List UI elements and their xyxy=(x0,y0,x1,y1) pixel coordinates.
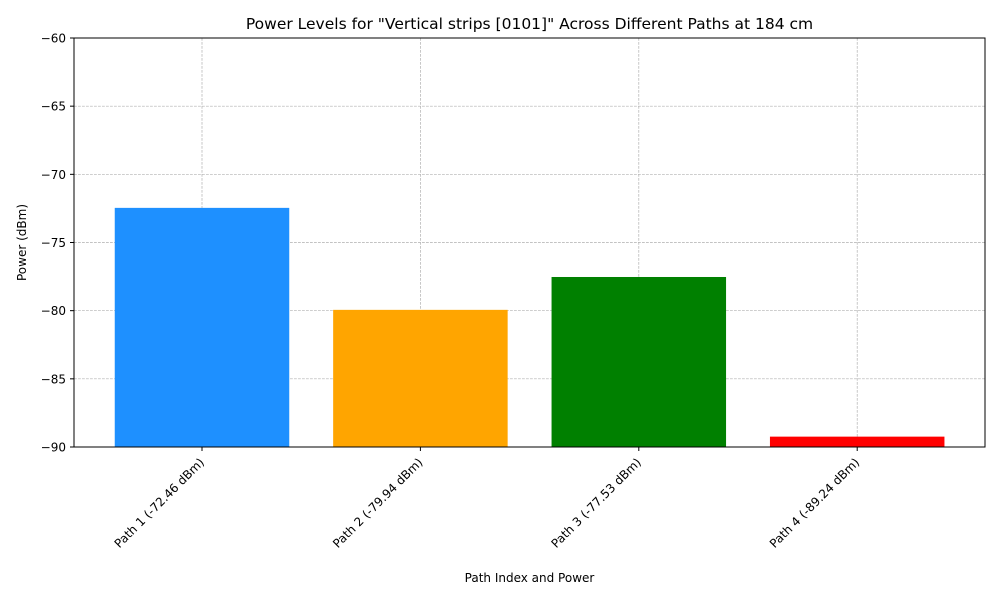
bar-2 xyxy=(333,309,508,447)
x-tick-label: Path 2 (-79.94 dBm) xyxy=(330,455,425,550)
bars xyxy=(114,207,945,447)
y-axis-title: Power (dBm) xyxy=(15,204,29,281)
y-tick-label: −85 xyxy=(41,372,66,386)
y-tick-label: −60 xyxy=(41,32,66,46)
x-axis-title: Path Index and Power xyxy=(465,571,595,585)
chart-title: Power Levels for "Vertical strips [0101]… xyxy=(246,15,813,33)
y-tick-label: −90 xyxy=(41,441,66,455)
x-tick-label: Path 1 (-72.46 dBm) xyxy=(112,455,207,550)
x-axis-ticks: Path 1 (-72.46 dBm) Path 2 (-79.94 dBm) Pa… xyxy=(112,447,862,551)
x-tick-label: Path 4 (-89.24 dBm) xyxy=(767,455,862,550)
x-tick-label: Path 3 (-77.53 dBm) xyxy=(548,455,643,550)
y-axis-ticks: −90 −85 −80 −75 −70 −65 −60 xyxy=(41,32,74,455)
y-tick-label: −70 xyxy=(41,168,66,182)
bar-1 xyxy=(114,207,290,447)
y-tick-label: −65 xyxy=(41,100,66,114)
bar-4 xyxy=(769,436,945,447)
y-tick-label: −75 xyxy=(41,236,66,250)
y-tick-label: −80 xyxy=(41,304,66,318)
bar-3 xyxy=(551,276,727,447)
